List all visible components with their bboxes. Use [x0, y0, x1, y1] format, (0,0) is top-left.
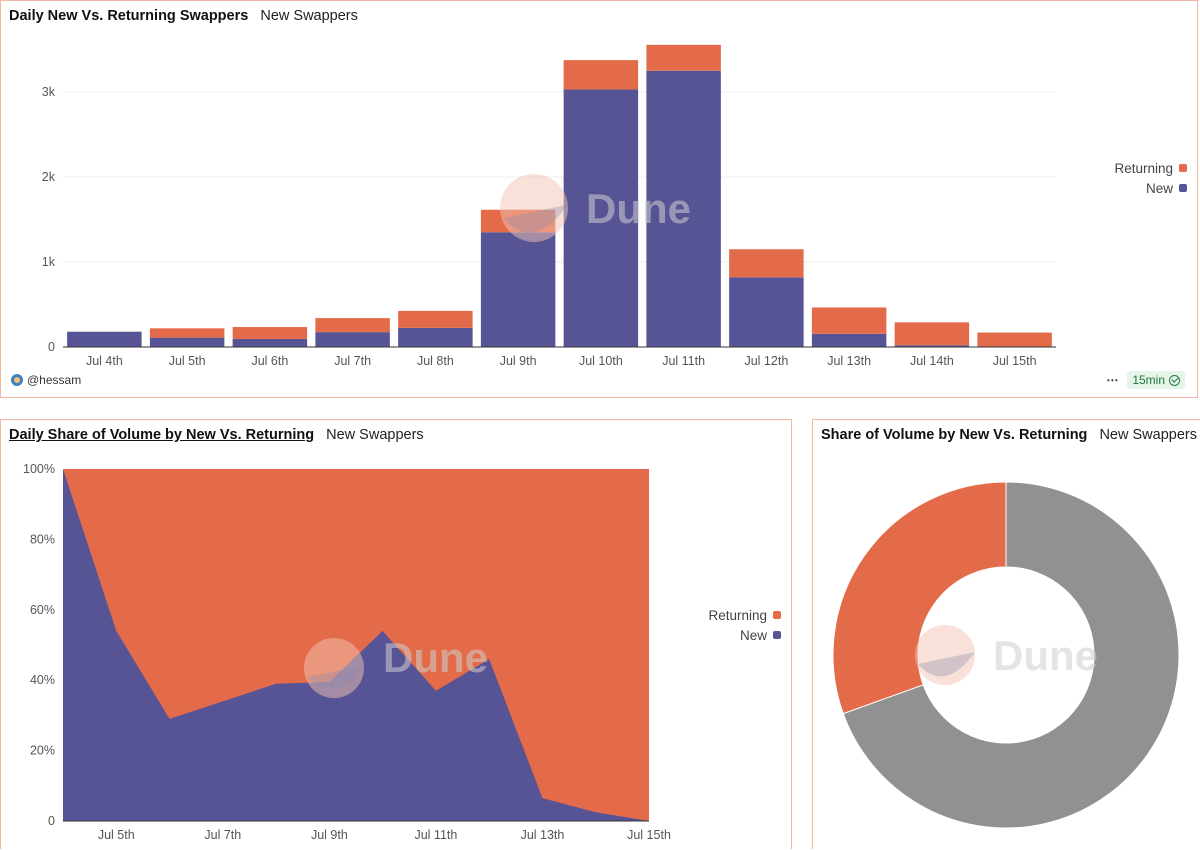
bar-x-tick-label: Jul 7th	[334, 354, 371, 368]
bar-legend-swatch-returning	[1179, 164, 1187, 172]
bar-x-tick-label: Jul 14th	[910, 354, 954, 368]
bar-x-tick-label: Jul 5th	[169, 354, 206, 368]
area-x-tick-label: Jul 5th	[98, 828, 135, 842]
area-y-tick-label: 0	[48, 814, 55, 828]
refresh-interval: 15min	[1132, 373, 1165, 387]
bar-returning	[150, 328, 224, 337]
bar-new	[67, 332, 141, 347]
area-x-tick-label: Jul 13th	[521, 828, 565, 842]
bar-legend-label-returning: Returning	[1114, 161, 1173, 176]
bar-y-tick-label: 0	[48, 340, 55, 354]
area-x-tick-label: Jul 9th	[311, 828, 348, 842]
bar-watermark: Dune	[500, 174, 691, 242]
area-y-tick-label: 80%	[30, 532, 55, 546]
bar-new	[398, 328, 472, 347]
donut-chart: Dune	[813, 420, 1200, 850]
bar-x-tick-label: Jul 8th	[417, 354, 454, 368]
bar-returning	[977, 333, 1051, 347]
bar-x-tick-label: Jul 9th	[500, 354, 537, 368]
bar-x-tick-label: Jul 6th	[251, 354, 288, 368]
bar-x-tick-label: Jul 12th	[744, 354, 788, 368]
bar-new	[233, 339, 307, 347]
bar-returning	[646, 45, 720, 71]
bar-x-tick-label: Jul 10th	[579, 354, 623, 368]
bar-x-tick-label: Jul 11th	[662, 354, 705, 368]
area-chart-panel: Daily Share of Volume by New Vs. Returni…	[0, 419, 792, 849]
bar-x-tick-label: Jul 15th	[993, 354, 1037, 368]
bar-chart: 0 1k 2k 3k Jul 4th Jul 5th Jul 6th Jul 7th Jul 8…	[1, 1, 1199, 399]
bar-x-tick-label: Jul 4th	[86, 354, 123, 368]
bar-x-tick-label: Jul 13th	[827, 354, 871, 368]
bar-chart-panel: Daily New Vs. Returning Swappers New Swa…	[0, 0, 1198, 398]
author-name: @hessam	[27, 373, 81, 387]
donut-watermark-text: Dune	[993, 632, 1098, 679]
bar-returning	[812, 307, 886, 333]
bar-returning	[729, 249, 803, 277]
area-legend-swatch-returning	[773, 611, 781, 619]
bar-y-tick-label: 3k	[42, 85, 56, 99]
bar-watermark-text: Dune	[586, 185, 691, 232]
area-x-tick-label: Jul 11th	[414, 828, 457, 842]
area-x-tick-label: Jul 15th	[627, 828, 671, 842]
area-legend-label-returning: Returning	[708, 608, 767, 623]
author-info[interactable]: @hessam	[11, 373, 81, 387]
area-legend-label-new: New	[740, 628, 767, 643]
bar-new	[729, 277, 803, 347]
more-options-icon[interactable]: ⋯	[1106, 373, 1119, 387]
bar-returning	[895, 322, 969, 345]
refresh-badge[interactable]: 15min	[1127, 371, 1185, 389]
bar-new	[481, 232, 555, 347]
bar-legend-swatch-new	[1179, 184, 1187, 192]
area-watermark-text: Dune	[383, 634, 488, 681]
area-chart: 0 20% 40% 60% 80% 100% Jul 5th Jul 7th Jul 9th Ju…	[1, 420, 793, 850]
bar-new	[812, 334, 886, 347]
bar-legend-label-new: New	[1146, 181, 1173, 196]
donut-chart-panel: Share of Volume by New Vs. Returning New…	[812, 419, 1200, 849]
bar-y-tick-label: 1k	[42, 255, 56, 269]
bar-returning	[398, 311, 472, 328]
bar-new	[315, 332, 389, 347]
area-legend-swatch-new	[773, 631, 781, 639]
bar-returning	[564, 60, 638, 89]
bar-returning	[315, 318, 389, 332]
donut-watermark: Dune	[915, 625, 1098, 685]
author-avatar	[11, 374, 23, 386]
bar-returning	[233, 327, 307, 339]
area-y-tick-label: 100%	[23, 462, 55, 476]
area-y-tick-label: 60%	[30, 603, 55, 617]
panel-actions: ⋯ 15min	[1106, 371, 1185, 389]
area-y-tick-label: 40%	[30, 673, 55, 687]
bar-y-tick-label: 2k	[42, 170, 56, 184]
bar-new	[150, 338, 224, 347]
area-y-tick-label: 20%	[30, 744, 55, 758]
check-circle-icon	[1169, 375, 1180, 386]
area-x-tick-label: Jul 7th	[204, 828, 241, 842]
donut-slice-returning	[833, 482, 1006, 714]
